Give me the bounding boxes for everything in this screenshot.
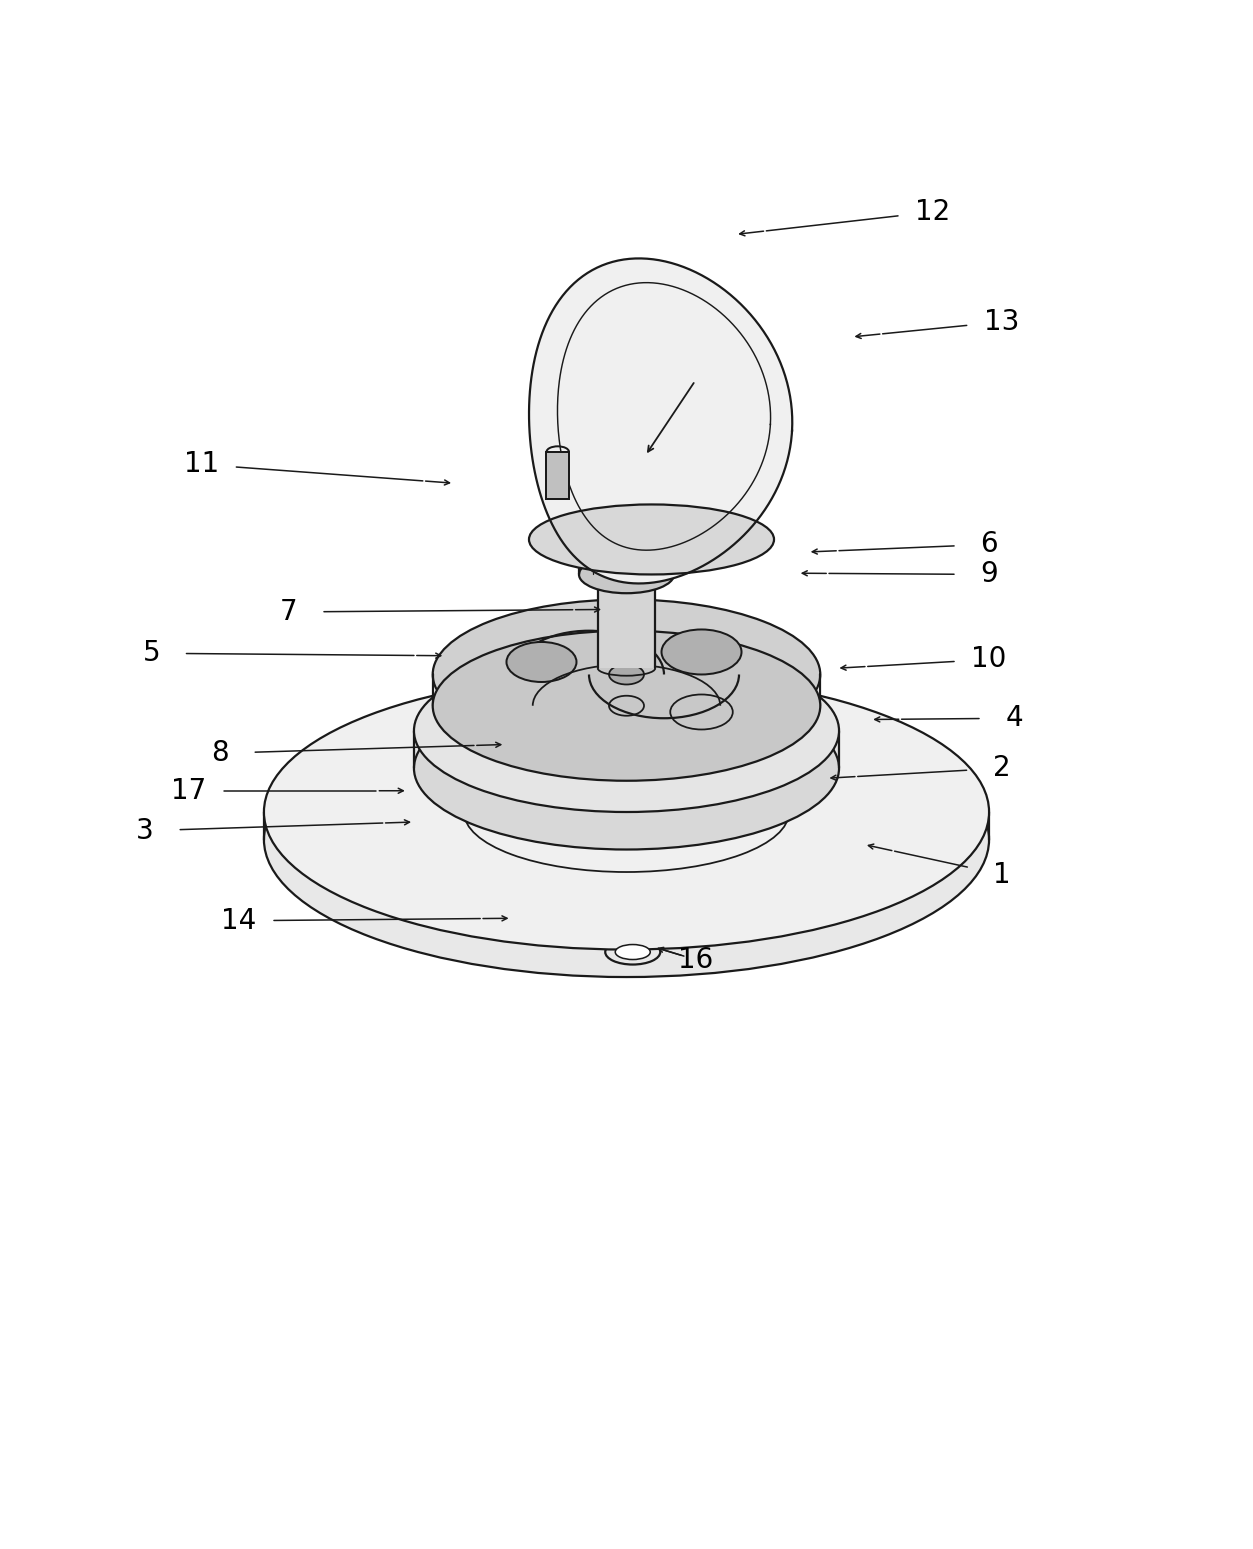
Text: 3: 3 — [137, 816, 154, 844]
Ellipse shape — [579, 556, 674, 593]
Polygon shape — [598, 575, 655, 668]
Ellipse shape — [413, 688, 840, 849]
Text: 10: 10 — [971, 646, 1006, 674]
Text: 6: 6 — [980, 530, 997, 559]
Polygon shape — [413, 649, 840, 768]
Polygon shape — [407, 833, 846, 974]
Ellipse shape — [579, 525, 674, 562]
Ellipse shape — [598, 565, 655, 584]
Polygon shape — [529, 259, 792, 584]
Ellipse shape — [529, 505, 774, 575]
Text: 14: 14 — [222, 906, 257, 934]
Ellipse shape — [264, 702, 989, 977]
Polygon shape — [579, 544, 674, 575]
Text: 16: 16 — [678, 945, 713, 973]
Text: 1: 1 — [992, 861, 1010, 889]
Text: 5: 5 — [143, 640, 160, 668]
Polygon shape — [546, 452, 569, 499]
Ellipse shape — [264, 674, 989, 950]
Ellipse shape — [615, 945, 650, 959]
Ellipse shape — [662, 629, 742, 674]
Text: 11: 11 — [184, 451, 219, 479]
Ellipse shape — [609, 665, 644, 685]
Ellipse shape — [506, 641, 576, 682]
Text: 8: 8 — [212, 739, 229, 767]
Text: 17: 17 — [172, 776, 207, 805]
Text: 4: 4 — [1005, 705, 1022, 733]
Text: 7: 7 — [281, 598, 298, 626]
Ellipse shape — [413, 649, 840, 812]
Ellipse shape — [432, 599, 821, 750]
Ellipse shape — [407, 833, 846, 928]
Ellipse shape — [432, 630, 821, 781]
Text: 12: 12 — [915, 198, 951, 226]
Text: 13: 13 — [984, 308, 1019, 336]
Text: 9: 9 — [980, 561, 997, 589]
Text: 2: 2 — [992, 754, 1010, 782]
